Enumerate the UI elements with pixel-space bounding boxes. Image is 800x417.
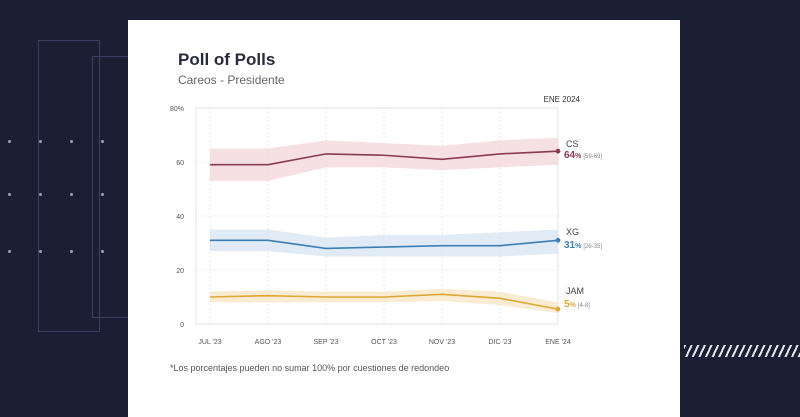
chart-card: Poll of Polls Careos - Presidente ENE 20… [128, 20, 680, 417]
series-line-jam [209, 293, 559, 310]
y-tick-label: 80% [170, 106, 184, 113]
y-tick-label: 60 [176, 160, 184, 167]
confidence-band-xg [210, 229, 558, 257]
x-tick-label: JUL '23 [198, 339, 221, 346]
series-line-xg [210, 239, 559, 250]
confidence-band-jam [210, 288, 558, 314]
series-line-cs [210, 150, 559, 166]
series-value-cs: 64% [59-69] [564, 150, 602, 161]
series-lines [209, 148, 561, 312]
series-end-point-xg [555, 237, 561, 243]
chart-subtitle: Careos - Presidente [178, 73, 285, 87]
chart-title: Poll of Polls [178, 50, 276, 69]
background-dots-row-2 [8, 193, 104, 196]
line-chart: ENE 2024 0 20 40 60 80% JUL '23 AGO '23 SEP '2… [170, 95, 602, 346]
series-name-xg: XG [566, 227, 579, 237]
x-tick-label: NOV '23 [429, 339, 455, 346]
y-tick-label: 0 [180, 322, 184, 329]
x-tick-label: OCT '23 [371, 339, 397, 346]
x-tick-label: DIC '23 [488, 339, 511, 346]
series-value-jam: 5% [4-8] [564, 299, 590, 310]
confidence-bands [210, 137, 558, 314]
series-value-xg: 31% [26-35] [564, 240, 602, 251]
date-label: ENE 2024 [544, 95, 581, 104]
series-name-cs: CS [566, 139, 579, 149]
background-dots-row-3 [8, 250, 104, 253]
y-tick-label: 40 [176, 214, 184, 221]
footnote: *Los porcentajes pueden no sumar 100% po… [170, 363, 450, 373]
y-axis-ticks: 0 20 40 60 80% [170, 106, 184, 329]
background-hatch-stripe [684, 345, 800, 357]
series-name-jam: JAM [566, 286, 584, 296]
confidence-band-cs [210, 137, 558, 181]
x-tick-label: SEP '23 [314, 339, 339, 346]
series-end-point-jam [555, 306, 561, 312]
background-dots-row-1 [8, 140, 104, 143]
x-tick-label: ENE '24 [545, 339, 571, 346]
x-axis-ticks: JUL '23 AGO '23 SEP '23 OCT '23 NOV '23 DIC '… [198, 339, 570, 346]
y-tick-label: 20 [176, 268, 184, 275]
x-tick-label: AGO '23 [255, 339, 282, 346]
series-end-point-cs [555, 148, 561, 154]
background-frame-outer [38, 40, 100, 332]
background-frame-inner [92, 56, 130, 318]
